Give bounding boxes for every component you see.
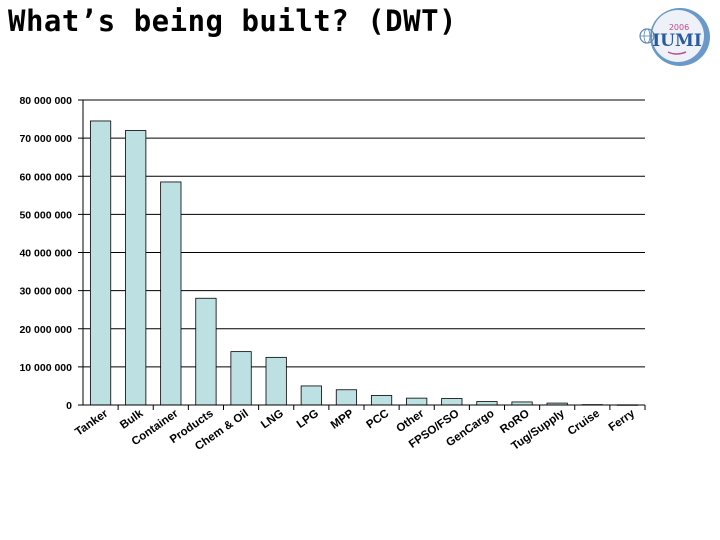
x-tick-label: Ferry (607, 407, 638, 434)
bar-tanker (89, 120, 112, 406)
x-tick-label: LNG (259, 408, 286, 432)
y-tick-label: 50 000 000 (19, 209, 72, 221)
y-tick-label: 60 000 000 (19, 171, 72, 183)
bars (89, 120, 639, 406)
bar-gencargo (476, 401, 498, 406)
logo-year: 2006 (669, 23, 689, 32)
slide-title: What’s being built? (DWT) (8, 4, 457, 38)
y-tick-label: 40 000 000 (19, 248, 72, 260)
bar-lng (265, 356, 287, 406)
x-tick-label: PCC (365, 408, 392, 432)
bar-lpg (300, 385, 322, 406)
bar-container (160, 181, 182, 406)
bar-pcc (370, 395, 393, 406)
y-tick-label: 10 000 000 (19, 362, 72, 374)
iumi-2006-logo: 2006 IUMI (639, 8, 710, 66)
bar-bulk (125, 130, 147, 406)
x-tick-label: Cruise (566, 408, 602, 438)
y-tick-label: 70 000 000 (19, 133, 72, 145)
bar-products (195, 297, 217, 406)
x-tick-label: Bulk (118, 407, 146, 431)
axes (78, 99, 646, 410)
bar-other (406, 397, 428, 406)
bar-fpso-fso (441, 398, 463, 406)
y-tick-label: 80 000 000 (19, 95, 72, 107)
y-tick-labels: 0 10 000 000 20 000 000 30 000 000 40 000 00… (19, 95, 72, 412)
x-tick-label: LPG (295, 408, 321, 431)
x-tick-label: Tanker (73, 407, 111, 438)
bar-mpp (335, 389, 358, 406)
bar-chem-oil (230, 351, 252, 406)
bar-chart: 0 10 000 000 20 000 000 30 000 000 40 000 00… (19, 95, 646, 453)
y-tick-label: 0 (66, 400, 72, 412)
y-tick-label: 30 000 000 (19, 286, 72, 298)
y-tick-label: 20 000 000 (19, 324, 72, 336)
x-tick-label: MPP (329, 407, 357, 431)
logo-text: IUMI (652, 31, 702, 51)
